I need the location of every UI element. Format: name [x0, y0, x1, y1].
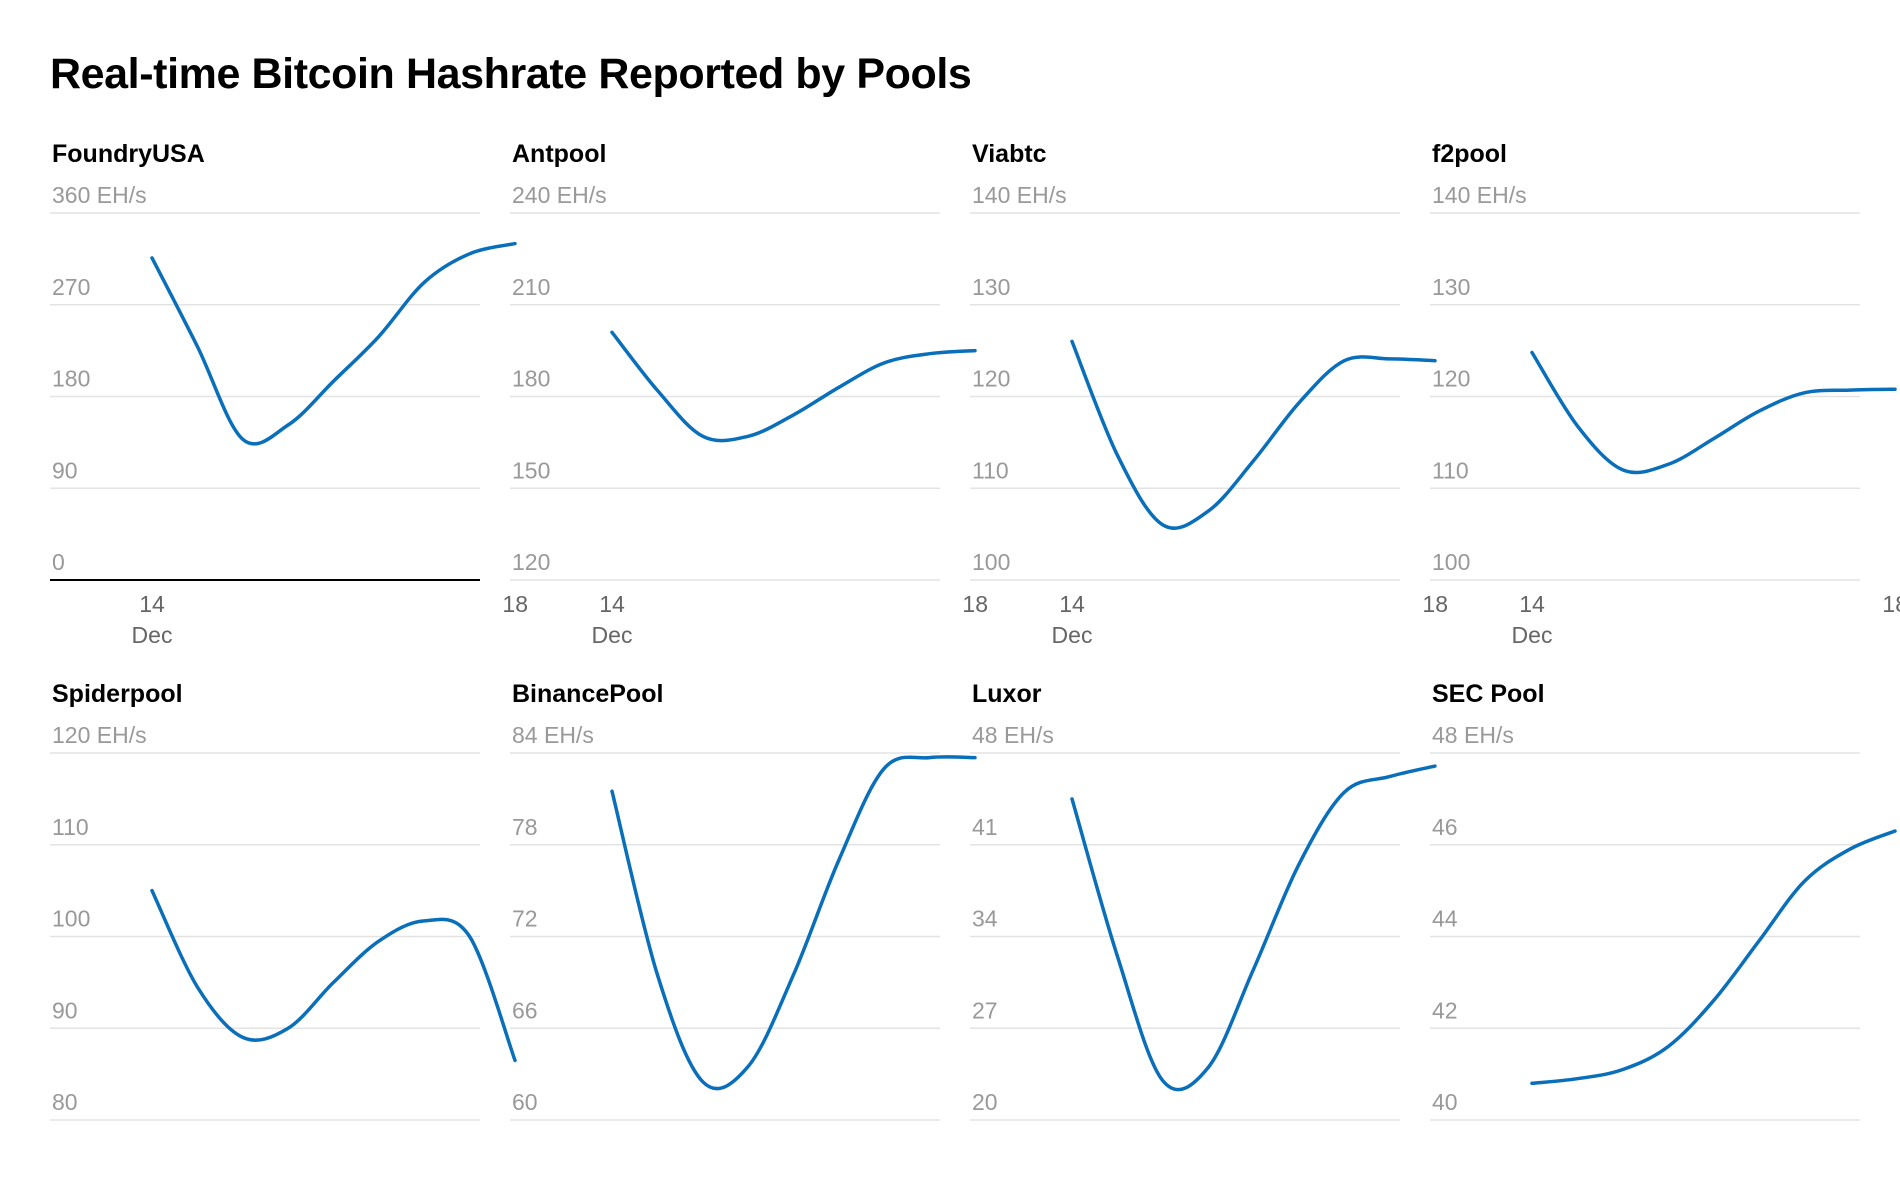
x-tick-label: 14: [1519, 591, 1545, 617]
chart-panel: Viabtc 100 110 120 130 140 EH/s 14 Dec 18: [970, 140, 1448, 648]
y-tick-label: 120: [972, 366, 1010, 392]
pool-title: FoundryUSA: [52, 140, 205, 168]
chart-panel: Antpool 120 150 180 210 240 EH/s 14 Dec 18: [510, 140, 988, 648]
y-tick-label: 110: [1432, 457, 1469, 483]
hashrate-line: [1070, 764, 1437, 1092]
chart-panel: FoundryUSA 0 90 180 270 360 EH/s 14 Dec 18: [50, 140, 528, 648]
hashrate-chart: 0 90 180 270 360 EH/s 14 Dec 18: [50, 182, 528, 648]
y-tick-label: 90: [52, 457, 78, 483]
x-tick-label: 14: [139, 591, 165, 617]
y-tick-label: 120 EH/s: [52, 722, 147, 748]
chart-panel: Spiderpool 80 90 100 110 120 EH/s: [50, 680, 517, 1180]
y-tick-label: 48 EH/s: [972, 722, 1054, 748]
x-tick-month-label: Dec: [132, 622, 173, 648]
y-tick-label: 140 EH/s: [1432, 182, 1527, 208]
y-tick-label: 360 EH/s: [52, 182, 147, 208]
x-tick-month-label: Dec: [1052, 622, 1093, 648]
y-tick-label: 240 EH/s: [512, 182, 607, 208]
y-tick-label: 110: [52, 814, 89, 840]
y-tick-label: 44: [1432, 906, 1458, 932]
page-title: Real-time Bitcoin Hashrate Reported by P…: [50, 50, 972, 98]
hashrate-chart: 40 42 44 46 48 EH/s: [1430, 722, 1897, 1121]
y-tick-label: 100: [52, 906, 90, 932]
y-tick-label: 0: [52, 549, 65, 575]
x-tick-label: 14: [599, 591, 625, 617]
y-tick-label: 84 EH/s: [512, 722, 594, 748]
pool-title: f2pool: [1432, 140, 1507, 168]
y-tick-label: 40: [1432, 1089, 1458, 1115]
chart-panel: f2pool 100 110 120 130 140 EH/s 14 Dec 18: [1430, 140, 1900, 648]
hashrate-line: [610, 755, 977, 1091]
x-tick-label: 18: [1882, 591, 1900, 617]
y-tick-label: 90: [52, 997, 78, 1023]
hashrate-line: [150, 888, 517, 1063]
chart-panel: SEC Pool 40 42 44 46 48 EH/s: [1430, 680, 1897, 1180]
y-tick-label: 130: [972, 274, 1010, 300]
y-tick-label: 110: [972, 457, 1009, 483]
chart-panel: BinancePool 60 66 72 78 84 EH/s: [510, 680, 977, 1180]
hashrate-chart: 60 66 72 78 84 EH/s: [510, 722, 977, 1121]
hashrate-chart: 100 110 120 130 140 EH/s 14 Dec 18: [1430, 182, 1900, 648]
pool-title: SEC Pool: [1432, 680, 1545, 708]
hashrate-line: [150, 241, 517, 446]
x-tick-label: 18: [962, 591, 988, 617]
y-tick-label: 270: [52, 274, 90, 300]
x-tick-label: 18: [1422, 591, 1448, 617]
pool-title: Luxor: [972, 680, 1042, 708]
hashrate-line: [1530, 829, 1897, 1086]
y-tick-label: 100: [972, 549, 1010, 575]
y-tick-label: 20: [972, 1089, 998, 1115]
y-tick-label: 100: [1432, 549, 1470, 575]
y-tick-label: 120: [1432, 366, 1470, 392]
x-tick-month-label: Dec: [1512, 622, 1553, 648]
y-tick-label: 34: [972, 906, 998, 932]
hashrate-chart: 120 150 180 210 240 EH/s 14 Dec 18: [510, 182, 988, 648]
pool-title: Spiderpool: [52, 680, 183, 708]
y-tick-label: 72: [512, 906, 538, 932]
y-tick-label: 41: [972, 814, 998, 840]
hashrate-chart: 20 27 34 41 48 EH/s: [970, 722, 1437, 1121]
chart-panel: Luxor 20 27 34 41 48 EH/s: [970, 680, 1437, 1180]
y-tick-label: 27: [972, 997, 998, 1023]
y-tick-label: 120: [512, 549, 550, 575]
hashrate-line: [610, 330, 977, 443]
y-tick-label: 180: [512, 366, 550, 392]
y-tick-label: 60: [512, 1089, 538, 1115]
y-tick-label: 140 EH/s: [972, 182, 1067, 208]
pool-title: BinancePool: [512, 680, 664, 708]
y-tick-label: 180: [52, 366, 90, 392]
hashrate-line: [1070, 339, 1437, 530]
pool-title: Viabtc: [972, 140, 1047, 168]
y-tick-label: 80: [52, 1089, 78, 1115]
hashrate-line: [1530, 350, 1897, 475]
y-tick-label: 130: [1432, 274, 1470, 300]
x-tick-label: 18: [502, 591, 528, 617]
y-tick-label: 42: [1432, 997, 1458, 1023]
x-tick-month-label: Dec: [592, 622, 633, 648]
y-tick-label: 66: [512, 997, 538, 1023]
y-tick-label: 48 EH/s: [1432, 722, 1514, 748]
hashrate-chart: 80 90 100 110 120 EH/s: [50, 722, 517, 1121]
x-tick-label: 14: [1059, 591, 1085, 617]
y-tick-label: 78: [512, 814, 538, 840]
hashrate-chart: 100 110 120 130 140 EH/s 14 Dec 18: [970, 182, 1448, 648]
y-tick-label: 210: [512, 274, 550, 300]
pool-title: Antpool: [512, 140, 607, 168]
y-tick-label: 46: [1432, 814, 1458, 840]
y-tick-label: 150: [512, 457, 550, 483]
